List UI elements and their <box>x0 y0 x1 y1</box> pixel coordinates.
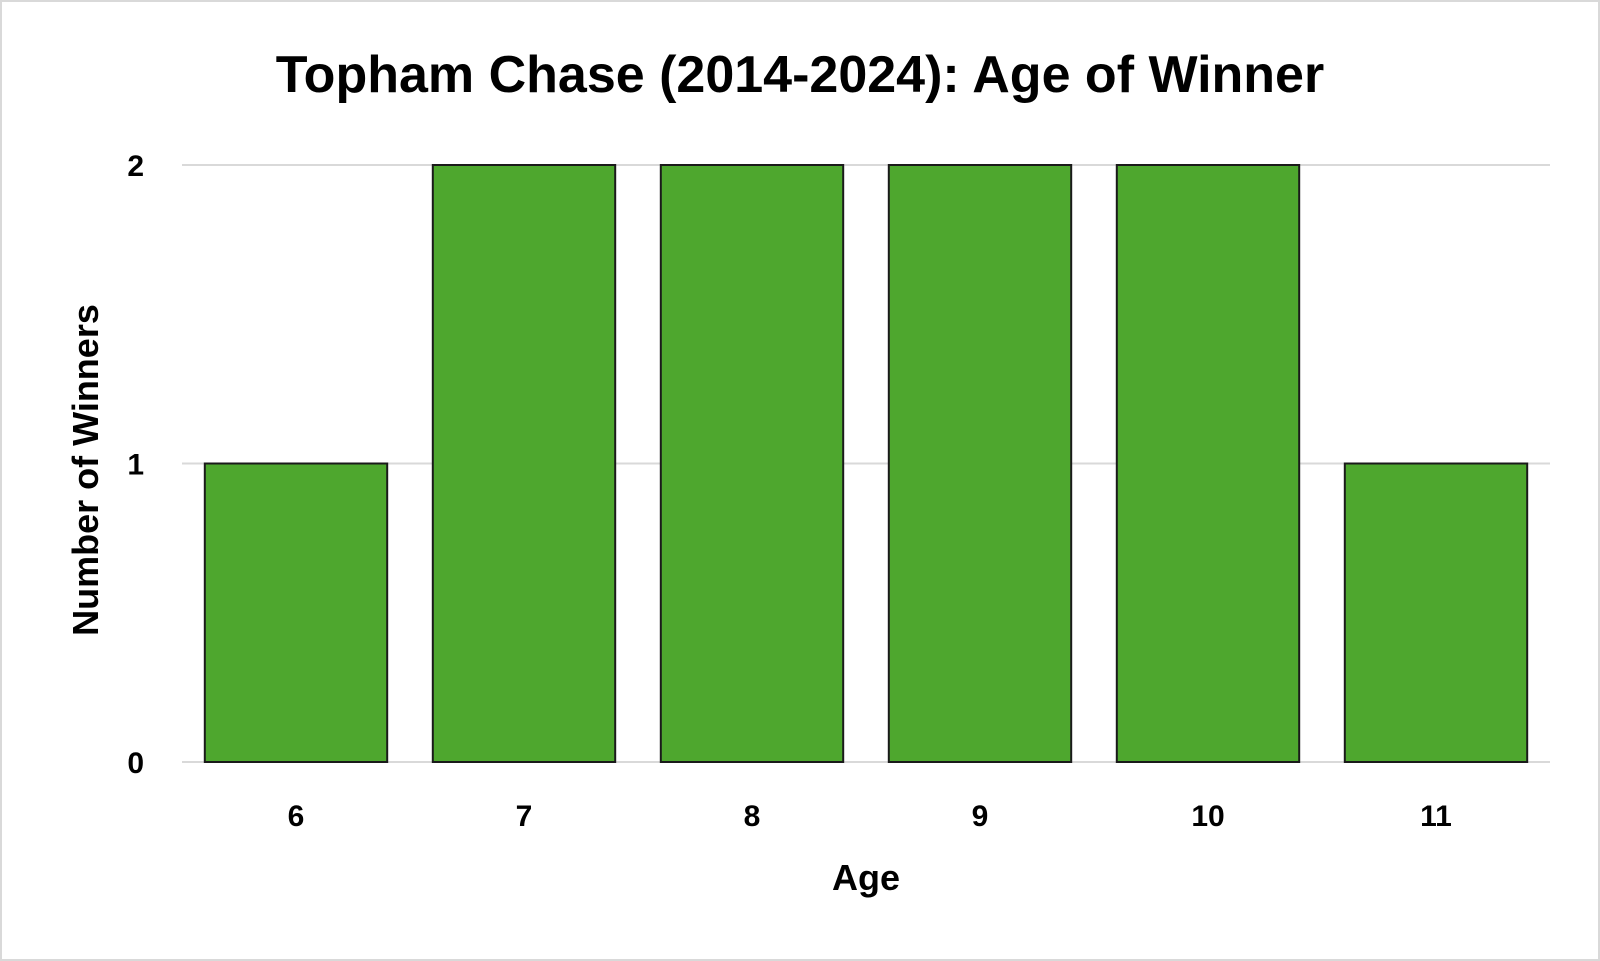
bar-age-11 <box>1343 462 1529 763</box>
x-tick-label: 7 <box>516 800 533 833</box>
bars <box>203 164 1529 763</box>
x-axis-label: Age <box>832 857 900 898</box>
bar-age-6 <box>203 462 389 763</box>
y-axis-label: Number of Winners <box>65 304 106 636</box>
x-tick-label: 10 <box>1191 800 1224 833</box>
y-tick-label: 2 <box>127 150 144 183</box>
x-tick-label: 8 <box>744 800 761 833</box>
x-tick-labels: 6 7 8 9 10 11 <box>288 800 1452 833</box>
bar-age-7 <box>431 164 617 763</box>
y-tick-labels: 0 1 2 <box>127 150 144 780</box>
x-tick-label: 6 <box>288 800 305 833</box>
y-tick-label: 0 <box>127 747 144 780</box>
gridlines <box>182 164 1550 763</box>
y-tick-label: 1 <box>127 449 144 482</box>
bar-age-8 <box>659 164 845 763</box>
x-tick-label: 11 <box>1420 800 1452 833</box>
bar-age-10 <box>1115 164 1301 763</box>
x-tick-label: 9 <box>972 800 989 833</box>
bar-age-9 <box>887 164 1073 763</box>
chart-title: Topham Chase (2014-2024): Age of Winner <box>276 46 1324 104</box>
